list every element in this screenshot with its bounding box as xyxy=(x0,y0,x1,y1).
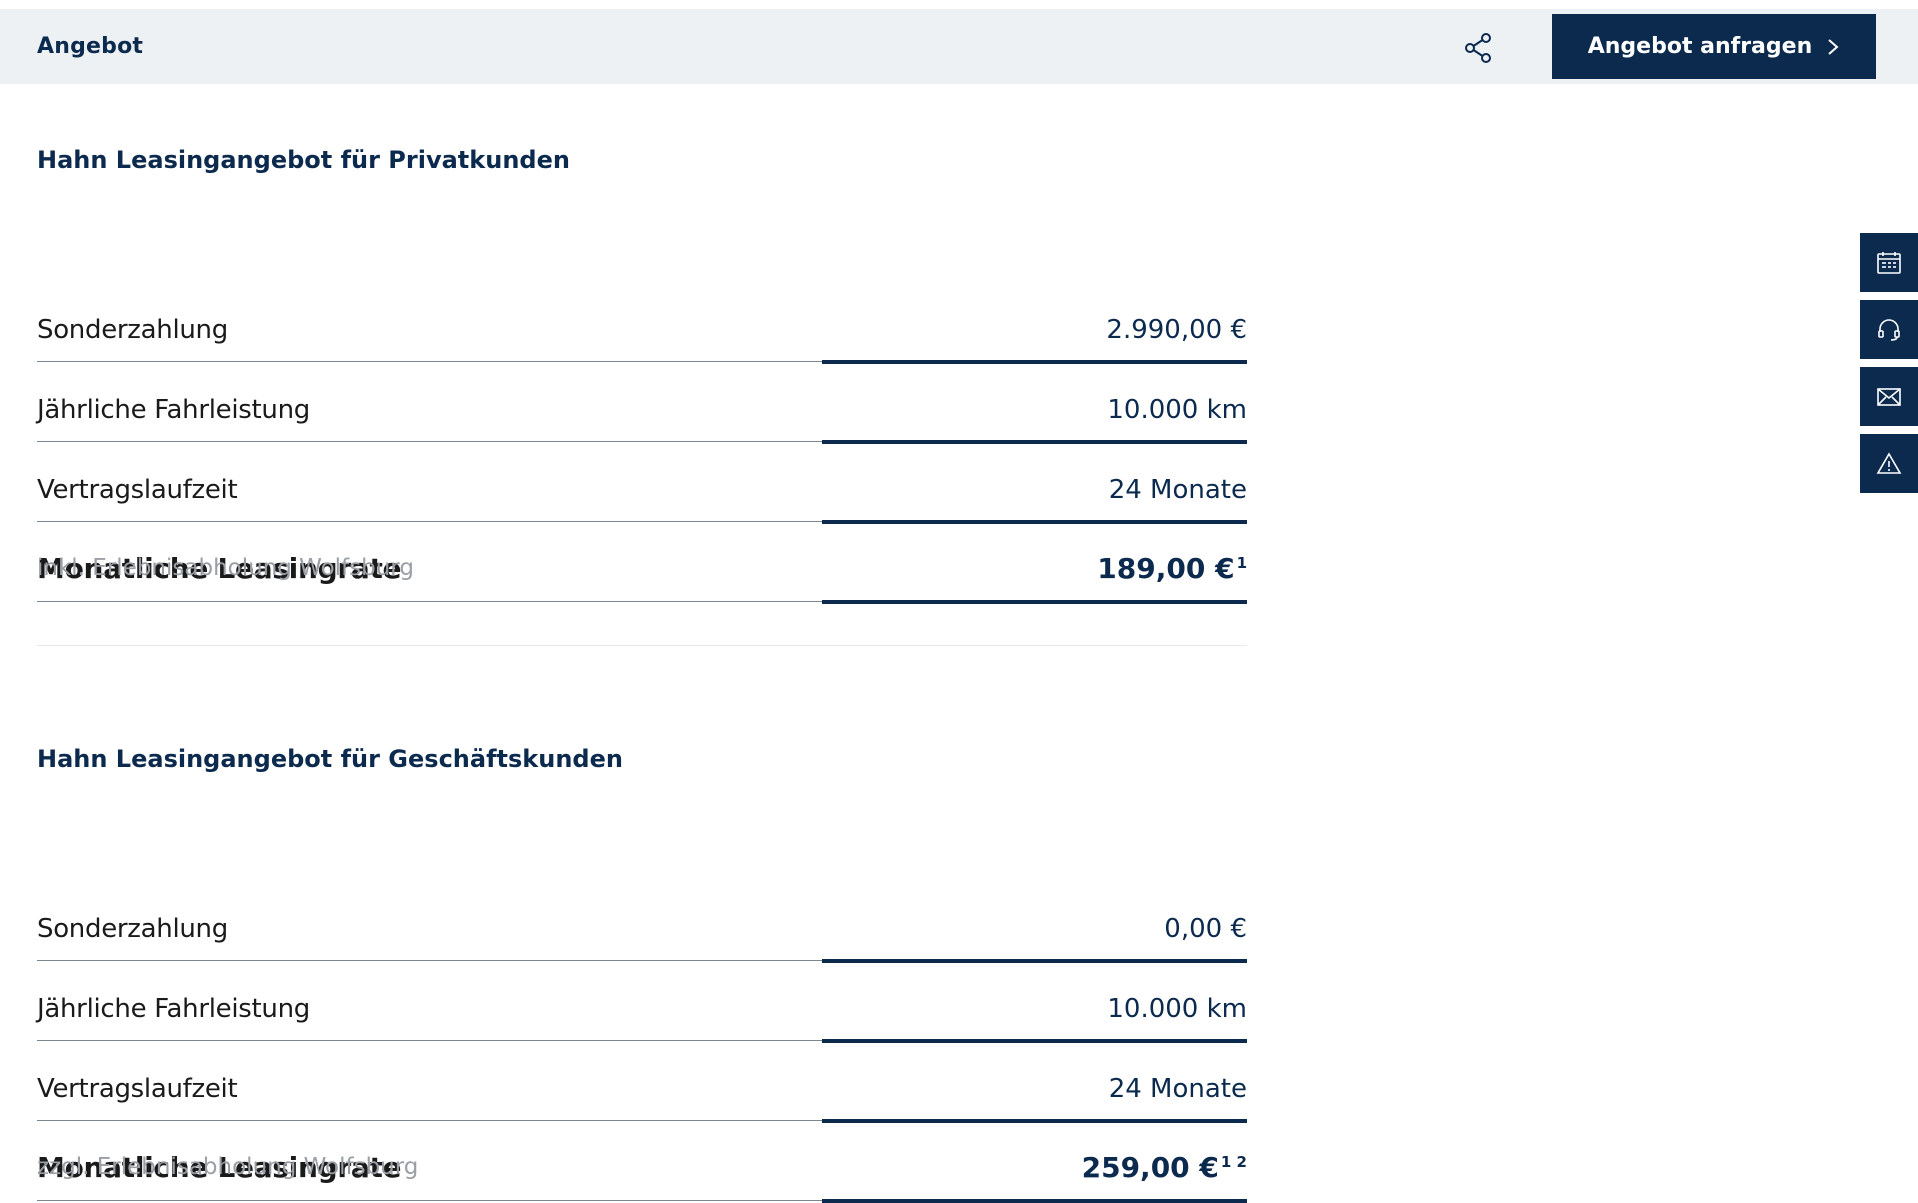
row-label: Sonderzahlung xyxy=(37,914,228,944)
share-icon[interactable] xyxy=(1462,32,1494,64)
request-offer-label: Angebot anfragen xyxy=(1587,34,1813,59)
row-label: Vertragslaufzeit xyxy=(37,1074,238,1104)
warning-button[interactable] xyxy=(1860,434,1918,493)
offer-title: Hahn Leasingangebot für Privatkunden xyxy=(37,146,570,174)
offer-row-down-payment: Sonderzahlung 0,00 € xyxy=(37,881,1247,963)
monthly-rate-value: 259,00 €1 2 xyxy=(1081,1151,1247,1184)
row-value: 0,00 € xyxy=(1164,914,1247,944)
row-value: 24 Monate xyxy=(1108,475,1247,505)
offer-note: inkl. Erlebnisabholung Wolfsburg xyxy=(37,555,414,581)
headset-icon xyxy=(1878,318,1900,341)
row-value: 2.990,00 € xyxy=(1106,315,1247,345)
offer-row-down-payment: Sonderzahlung 2.990,00 € xyxy=(37,282,1247,364)
monthly-rate-value: 189,00 €1 xyxy=(1097,552,1247,585)
offer-note: zzgl. Erlebnisabholung Wolfsburg xyxy=(37,1154,419,1180)
request-offer-button[interactable]: Angebot anfragen xyxy=(1552,14,1876,79)
offer-private: Hahn Leasingangebot für Privatkunden Son… xyxy=(37,146,1247,604)
warning-icon xyxy=(1876,451,1902,474)
offer-row-monthly-rate: Monatliche Leasingrate 189,00 €1 xyxy=(37,522,1247,604)
offer-row-term: Vertragslaufzeit 24 Monate xyxy=(37,442,1247,524)
row-label: Jährliche Fahrleistung xyxy=(37,994,310,1024)
mail-button[interactable] xyxy=(1860,367,1918,426)
mail-icon xyxy=(1877,387,1901,406)
chevron-right-icon xyxy=(1828,38,1839,55)
calendar-button[interactable] xyxy=(1860,233,1918,292)
offer-row-annual-mileage: Jährliche Fahrleistung 10.000 km xyxy=(37,961,1247,1043)
row-label: Monatliche Leasingrate xyxy=(37,552,402,585)
offer-business: Hahn Leasingangebot für Geschäftskunden … xyxy=(37,745,1247,1203)
offer-row-monthly-rate: Monatliche Leasingrate 259,00 €1 2 xyxy=(37,1121,1247,1203)
footnote-marker: 1 xyxy=(1236,553,1247,572)
offer-row-annual-mileage: Jährliche Fahrleistung 10.000 km xyxy=(37,362,1247,444)
contact-button[interactable] xyxy=(1860,300,1918,359)
top-bar: Angebot Angebot anfragen xyxy=(0,9,1918,84)
row-label: Sonderzahlung xyxy=(37,315,228,345)
row-label: Monatliche Leasingrate xyxy=(37,1151,402,1184)
section-divider xyxy=(37,645,1247,646)
row-value: 10.000 km xyxy=(1107,395,1247,425)
offer-row-term: Vertragslaufzeit 24 Monate xyxy=(37,1041,1247,1123)
offer-title: Hahn Leasingangebot für Geschäftskunden xyxy=(37,745,623,773)
page-title: Angebot xyxy=(37,34,144,59)
row-value: 10.000 km xyxy=(1107,994,1247,1024)
footnote-marker: 1 2 xyxy=(1220,1152,1247,1171)
row-label: Vertragslaufzeit xyxy=(37,475,238,505)
row-value: 24 Monate xyxy=(1108,1074,1247,1104)
calendar-icon xyxy=(1877,251,1901,274)
floating-action-sidebar xyxy=(1860,233,1918,501)
row-label: Jährliche Fahrleistung xyxy=(37,395,310,425)
